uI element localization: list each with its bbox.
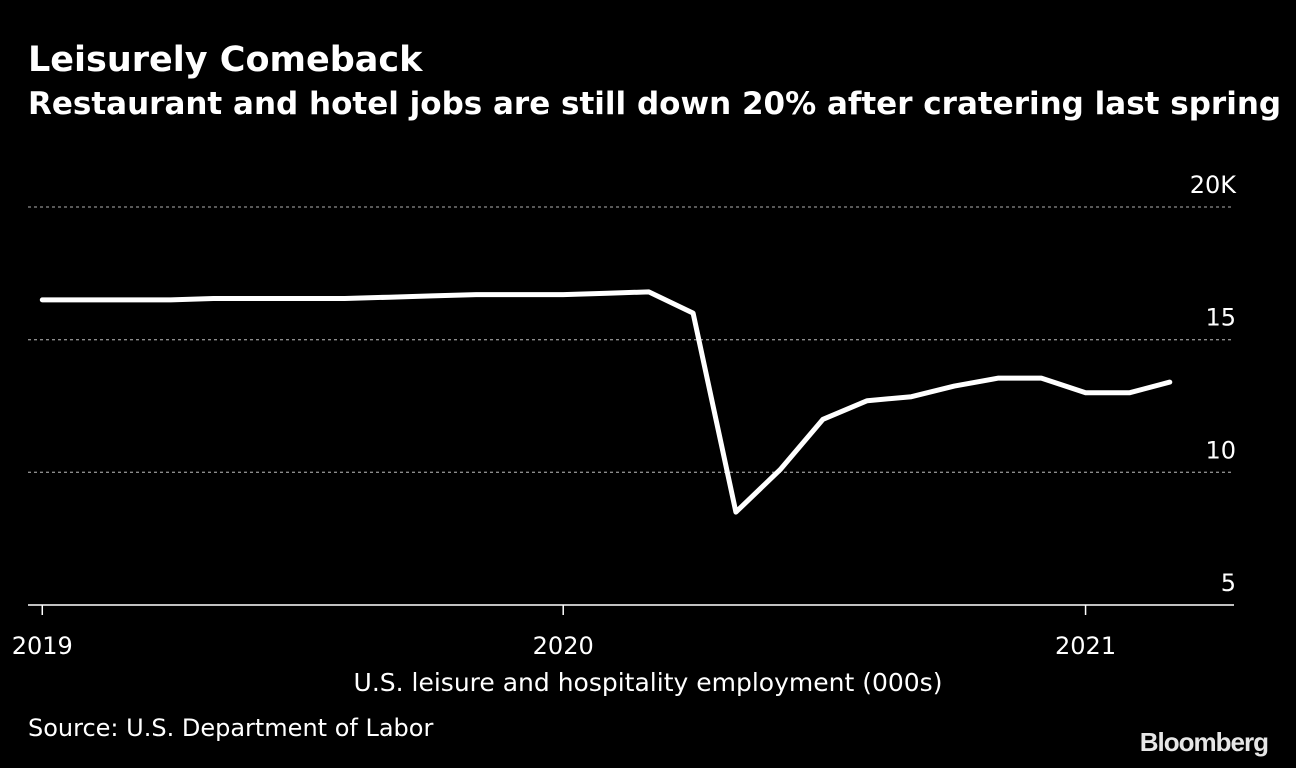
- gridlines: [28, 206, 1234, 473]
- x-tick-label: 2021: [1055, 632, 1116, 660]
- y-tick-label: 20K: [1190, 171, 1238, 199]
- series-layer: [39, 289, 1173, 515]
- chart-title: Leisurely Comeback: [28, 40, 423, 80]
- x-tick-label: 2019: [12, 632, 73, 660]
- bloomberg-logo: Bloomberg: [1139, 727, 1269, 757]
- axes: 20K 15 10 5 2019 2020 2021: [12, 171, 1238, 660]
- x-tick-label: 2020: [533, 632, 594, 660]
- y-tick-label: 10: [1205, 436, 1236, 464]
- y-tick-label: 15: [1205, 304, 1236, 332]
- x-axis-title: U.S. leisure and hospitality employment …: [353, 668, 943, 697]
- source-note: Source: U.S. Department of Labor: [28, 714, 434, 742]
- chart-subtitle: Restaurant and hotel jobs are still down…: [28, 86, 1282, 122]
- y-tick-label: 5: [1221, 569, 1236, 597]
- series-line: [39, 289, 1173, 515]
